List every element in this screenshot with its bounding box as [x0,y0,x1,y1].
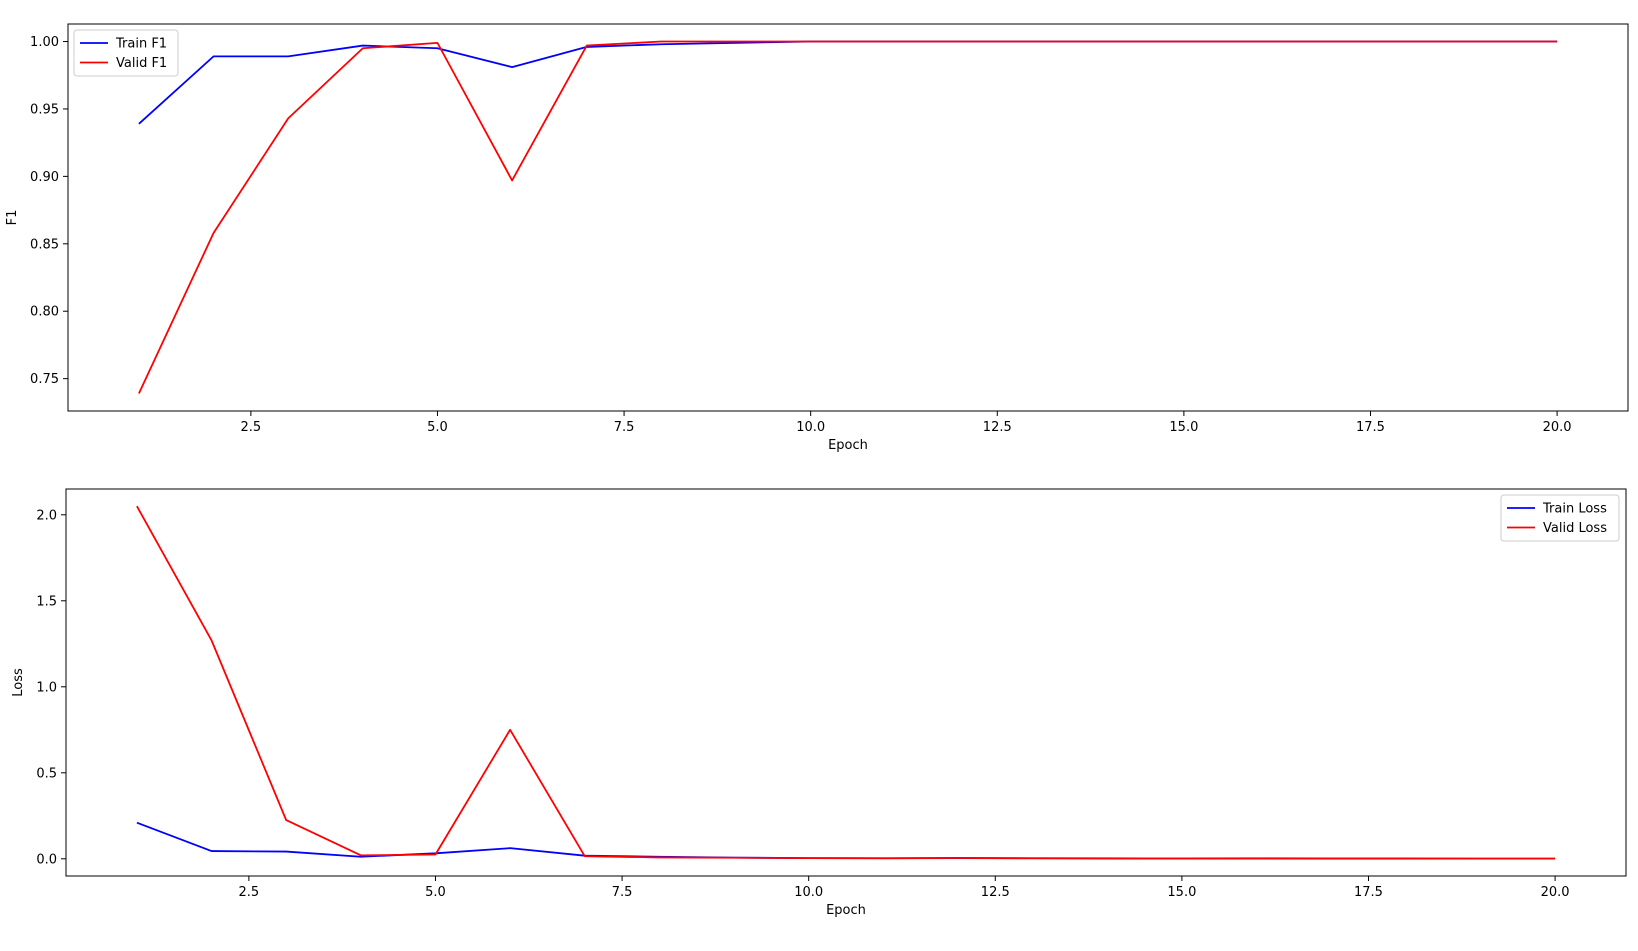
legend-entry: Train F1 [115,37,167,52]
x-tick-label: 20.0 [1541,885,1570,900]
x-tick-label: 5.0 [425,885,446,900]
x-axis-label: Epoch [828,438,868,453]
x-tick-label: 17.5 [1356,420,1385,435]
x-tick-label: 2.5 [241,420,262,435]
axes-frame [67,23,1629,412]
loss-subplot: 2.5 5.0 7.5 10.0 12.5 15.0 17.5 20.0 0.0 0.5 1.0 1.… [11,488,1627,918]
f1-subplot: 2.5 5.0 7.5 10.0 12.5 15.0 17.5 20.0 0.75 0.80 0.8… [5,23,1629,453]
x-tick-label: 12.5 [983,420,1012,435]
x-tick-label: 10.0 [794,885,823,900]
y-axis-label: F1 [5,210,20,226]
series-line-valid-loss [136,505,1556,860]
legend: Train F1 Valid F1 [73,29,179,77]
y-tick-label: 0.90 [30,170,59,185]
x-tick-label: 17.5 [1354,885,1383,900]
y-tick-label: 0.75 [30,372,59,387]
y-tick-label: 0.95 [30,102,59,117]
y-tick-label: 1.0 [36,680,57,695]
y-tick-label: 1.5 [36,594,57,609]
x-tick-label: 20.0 [1543,420,1572,435]
y-tick-label: 0.80 [30,305,59,320]
y-tick-label: 2.0 [36,508,57,523]
x-tick-label: 7.5 [612,885,633,900]
y-tick-label: 0.85 [30,237,59,252]
legend: Train Loss Valid Loss [1500,494,1620,542]
x-tick-label: 7.5 [614,420,635,435]
legend-entry: Valid Loss [1543,521,1607,536]
y-tick-label: 0.5 [36,766,57,781]
legend-box [73,29,179,77]
x-tick-label: 10.0 [796,420,825,435]
y-axis-label: Loss [11,668,26,697]
x-tick-label: 5.0 [427,420,448,435]
axes-frame [65,488,1627,877]
y-tick-label: 0.0 [36,852,57,867]
x-tick-label: 12.5 [981,885,1010,900]
y-tick-label: 1.00 [30,35,59,50]
legend-entry: Train Loss [1542,502,1607,517]
x-axis-label: Epoch [826,903,866,918]
series-line-train-f1 [138,40,1558,125]
x-tick-label: 2.5 [239,885,260,900]
legend-entry: Valid F1 [116,56,167,71]
x-tick-label: 15.0 [1167,885,1196,900]
series-line-valid-f1 [138,40,1558,394]
legend-box [1500,494,1620,542]
series-line-train-loss [136,821,1556,860]
x-tick-label: 15.0 [1169,420,1198,435]
